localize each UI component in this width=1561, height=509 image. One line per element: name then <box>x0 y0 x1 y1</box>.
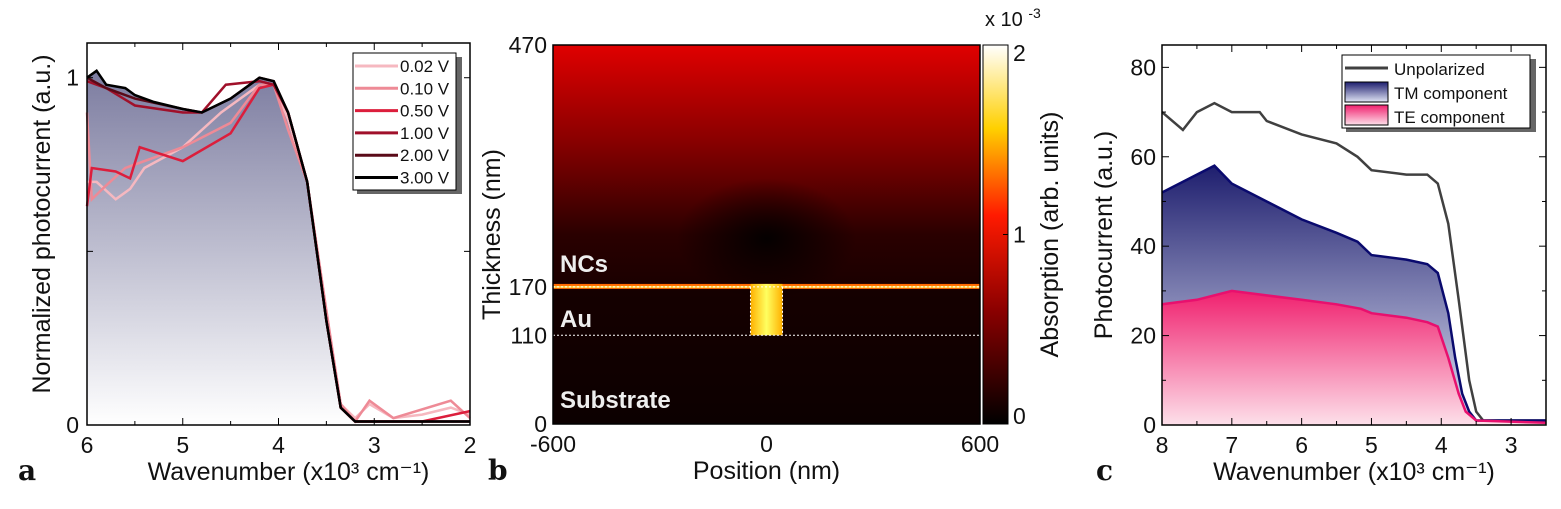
x-tick-label: 4 <box>272 432 285 458</box>
series-line <box>1161 289 1547 425</box>
y-tick-label: 0 <box>534 411 547 437</box>
y-axis-label: Photocurrent (a.u.) <box>1090 131 1118 339</box>
y-tick-label: 80 <box>1130 54 1156 80</box>
x-axis-label: Position (nm) <box>693 457 840 485</box>
panel-label: b <box>488 454 508 487</box>
colorbar-tick-label: 2 <box>1013 40 1026 66</box>
x-tick-label: 2 <box>464 432 477 458</box>
y-tick-label: 1 <box>66 65 79 91</box>
panel-a: 6 5 4 3 2 0 1 Wavenumber (x10³ cm⁻¹) Normalized … <box>18 42 477 487</box>
area-fill <box>1162 290 1546 425</box>
axes-frame <box>1161 44 1547 426</box>
y-tick-label: 170 <box>509 274 547 300</box>
legend-swatch <box>1344 104 1389 126</box>
series-line <box>1161 101 1546 422</box>
region-label: Substrate <box>560 387 671 414</box>
x-tick-label: 6 <box>81 432 94 458</box>
legend-box <box>352 52 457 191</box>
y-tick-label: 470 <box>509 32 547 58</box>
x-tick-label: 7 <box>1225 432 1238 458</box>
panel-label: c <box>1096 454 1113 487</box>
panel-c: 8 7 6 5 4 3 0 20 40 60 80 Wavenumber (x10³ cm⁻¹) Pho… <box>1090 44 1547 487</box>
colorbar-multiplier-exponent: -3 <box>1028 5 1041 21</box>
y-tick-label: 110 <box>510 322 547 348</box>
legend-entry: TM component <box>1394 84 1508 103</box>
legend: 0.02 V 0.10 V 0.50 V 1.00 V 2.00 V 3.00 V <box>352 52 462 194</box>
y-axis-label: Thickness (nm) <box>478 149 506 320</box>
region-label: Au <box>560 306 592 333</box>
x-tick-label: 6 <box>1295 432 1308 458</box>
legend-entry: 3.00 V <box>400 169 450 188</box>
y-tick-label: 20 <box>1130 323 1156 349</box>
x-tick-label: 5 <box>176 432 189 458</box>
legend-entry: 0.02 V <box>400 57 450 76</box>
legend-entry: 1.00 V <box>400 124 450 143</box>
heatmap-dark-spot <box>676 178 857 299</box>
x-tick-label: 5 <box>1365 432 1378 458</box>
y-axis-label: Normalized photocurrent (a.u.) <box>28 54 56 393</box>
legend-entry: Unpolarized <box>1394 60 1485 79</box>
colorbar-tick-label: 0 <box>1013 403 1026 429</box>
legend-entry: 2.00 V <box>400 146 450 165</box>
x-tick-label: 0 <box>760 431 773 457</box>
x-axis-label: Wavenumber (x10³ cm⁻¹) <box>148 458 430 486</box>
y-tick-label: 40 <box>1130 233 1156 259</box>
legend-entry: 0.50 V <box>400 102 450 121</box>
series-line <box>1161 164 1546 422</box>
y-tick-label: 60 <box>1130 144 1156 170</box>
heatmap-gap <box>750 283 783 336</box>
x-tick-label: -600 <box>530 431 576 457</box>
region-label: NCs <box>560 251 608 278</box>
x-tick-label: 3 <box>1505 432 1518 458</box>
y-tick-label: 0 <box>66 412 79 438</box>
x-tick-label: 3 <box>368 432 381 458</box>
x-axis-label: Wavenumber (x10³ cm⁻¹) <box>1213 458 1495 486</box>
x-tick-label: 8 <box>1156 432 1169 458</box>
area-fill <box>87 70 470 426</box>
legend: Unpolarized TM component TE component <box>1341 54 1536 132</box>
legend-swatch <box>1344 81 1389 103</box>
colorbar-label: Absorption (arb. units) <box>1036 112 1064 358</box>
panel-label: a <box>18 454 36 487</box>
x-tick-label: 600 <box>961 431 999 457</box>
axes-frame <box>552 44 981 425</box>
y-tick-label: 0 <box>1143 412 1156 438</box>
legend-entry: 0.10 V <box>400 79 450 98</box>
x-tick-label: 4 <box>1435 432 1448 458</box>
colorbar-tick-label: 1 <box>1013 222 1026 248</box>
legend-entry: TE component <box>1394 108 1505 127</box>
series-line <box>86 69 470 423</box>
colorbar-multiplier: x 10 -3 <box>985 5 1041 31</box>
